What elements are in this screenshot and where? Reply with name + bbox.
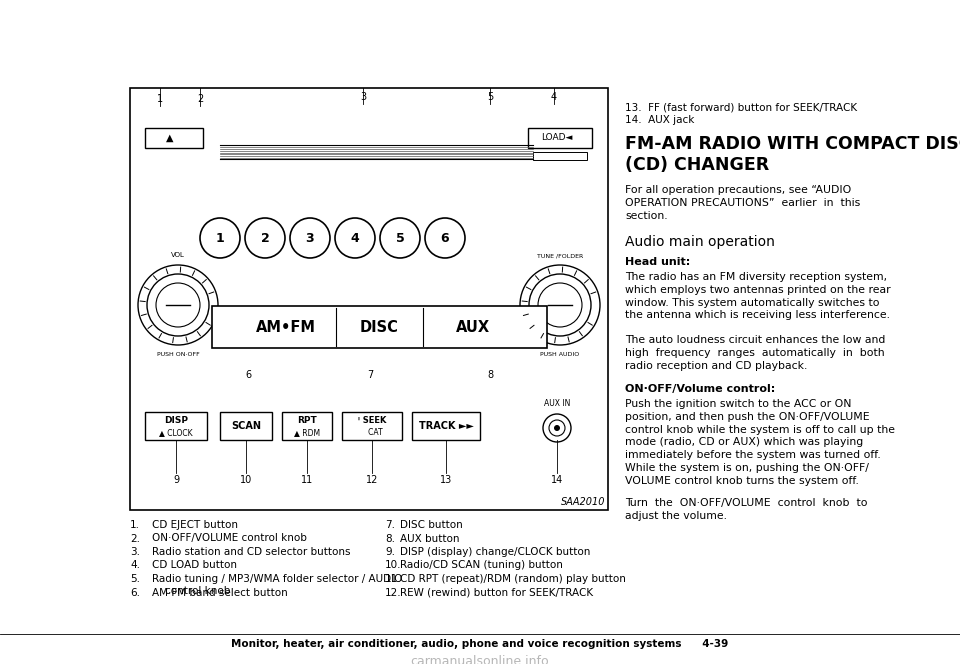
Text: ▲ RDM: ▲ RDM <box>294 428 320 437</box>
Bar <box>212 306 547 348</box>
Circle shape <box>380 218 420 258</box>
Text: 10.: 10. <box>385 560 401 570</box>
Circle shape <box>335 218 375 258</box>
Text: 4.: 4. <box>130 560 140 570</box>
Bar <box>130 88 608 510</box>
Text: 6: 6 <box>441 232 449 244</box>
Text: For all operation precautions, see “AUDIO
OPERATION PRECAUTIONS”  earlier  in  t: For all operation precautions, see “AUDI… <box>625 185 860 220</box>
Text: PUSH ON·OFF: PUSH ON·OFF <box>156 352 200 357</box>
Text: 3.: 3. <box>130 547 140 557</box>
Text: carmanualsonline.info: carmanualsonline.info <box>411 655 549 664</box>
Text: 2.: 2. <box>130 533 140 544</box>
Text: DISP (display) change/CLOCK button: DISP (display) change/CLOCK button <box>400 547 590 557</box>
Text: AUX IN: AUX IN <box>543 399 570 408</box>
Text: ON·OFF/VOLUME control knob: ON·OFF/VOLUME control knob <box>152 533 307 544</box>
Circle shape <box>554 425 560 431</box>
Text: The radio has an FM diversity reception system,
which employs two antennas print: The radio has an FM diversity reception … <box>625 272 891 321</box>
Text: ᑊ SEEK: ᑊ SEEK <box>358 416 386 425</box>
Text: 2: 2 <box>197 94 204 104</box>
Text: 4: 4 <box>350 232 359 244</box>
Text: AUX: AUX <box>456 319 491 335</box>
Text: REW (rewind) button for SEEK/TRACK: REW (rewind) button for SEEK/TRACK <box>400 588 593 598</box>
Text: AM•FM: AM•FM <box>255 319 316 335</box>
Text: 13: 13 <box>440 475 452 485</box>
Text: 7: 7 <box>367 370 373 380</box>
Text: RPT: RPT <box>298 416 317 425</box>
Bar <box>533 152 587 160</box>
Text: 3: 3 <box>305 232 314 244</box>
Text: 5: 5 <box>487 92 493 102</box>
Bar <box>412 412 480 440</box>
Circle shape <box>425 218 465 258</box>
Circle shape <box>200 218 240 258</box>
Text: AM·FM band select button: AM·FM band select button <box>152 588 288 598</box>
Text: CD LOAD button: CD LOAD button <box>152 560 237 570</box>
Text: ON·OFF/Volume control:: ON·OFF/Volume control: <box>625 384 776 394</box>
Text: 13.  FF (fast forward) button for SEEK/TRACK: 13. FF (fast forward) button for SEEK/TR… <box>625 102 857 112</box>
Bar <box>282 412 332 440</box>
Text: Audio main operation: Audio main operation <box>625 235 775 249</box>
Circle shape <box>138 265 218 345</box>
Text: Radio/CD SCAN (tuning) button: Radio/CD SCAN (tuning) button <box>400 560 563 570</box>
Text: The auto loudness circuit enhances the low and
high  frequency  ranges  automati: The auto loudness circuit enhances the l… <box>625 335 885 371</box>
Text: 1.: 1. <box>130 520 140 530</box>
Text: 4: 4 <box>551 92 557 102</box>
Text: 11.: 11. <box>385 574 401 584</box>
Text: ▲: ▲ <box>166 133 174 143</box>
Text: TUNE /FOLDER: TUNE /FOLDER <box>537 253 583 258</box>
Text: Radio station and CD selector buttons: Radio station and CD selector buttons <box>152 547 350 557</box>
Text: CAT: CAT <box>361 428 383 437</box>
Bar <box>528 128 592 148</box>
Text: 14.  AUX jack: 14. AUX jack <box>625 115 694 125</box>
Bar <box>145 412 207 440</box>
Text: 8.: 8. <box>385 533 395 544</box>
Text: DISC button: DISC button <box>400 520 463 530</box>
Text: CD RPT (repeat)/RDM (random) play button: CD RPT (repeat)/RDM (random) play button <box>400 574 626 584</box>
Text: 1: 1 <box>156 94 163 104</box>
Text: 11: 11 <box>300 475 313 485</box>
Text: 14: 14 <box>551 475 564 485</box>
Bar <box>342 412 402 440</box>
Text: SAA2010: SAA2010 <box>561 497 605 507</box>
Text: 6.: 6. <box>130 588 140 598</box>
Bar <box>145 128 203 148</box>
Text: DISC: DISC <box>360 319 399 335</box>
Circle shape <box>520 265 600 345</box>
Text: 10: 10 <box>240 475 252 485</box>
Text: 2: 2 <box>260 232 270 244</box>
Text: Radio tuning / MP3/WMA folder selector / AUDIO
    control knob: Radio tuning / MP3/WMA folder selector /… <box>152 574 402 596</box>
Text: FM-AM RADIO WITH COMPACT DISC
(CD) CHANGER: FM-AM RADIO WITH COMPACT DISC (CD) CHANG… <box>625 135 960 175</box>
Text: 8: 8 <box>487 370 493 380</box>
Text: PUSH AUDIO: PUSH AUDIO <box>540 352 580 357</box>
Text: Monitor, heater, air conditioner, audio, phone and voice recognition systems  4-: Monitor, heater, air conditioner, audio,… <box>231 639 729 649</box>
Text: 12: 12 <box>366 475 378 485</box>
Text: 1: 1 <box>216 232 225 244</box>
Text: 12.: 12. <box>385 588 401 598</box>
Text: 5.: 5. <box>130 574 140 584</box>
Text: ▲ CLOCK: ▲ CLOCK <box>159 428 193 437</box>
Text: Turn  the  ON·OFF/VOLUME  control  knob  to
adjust the volume.: Turn the ON·OFF/VOLUME control knob to a… <box>625 498 868 521</box>
Circle shape <box>549 420 565 436</box>
Text: Head unit:: Head unit: <box>625 257 690 267</box>
Text: 9.: 9. <box>385 547 395 557</box>
Bar <box>220 412 272 440</box>
Text: VOL: VOL <box>171 252 185 258</box>
Text: AUX button: AUX button <box>400 533 460 544</box>
Circle shape <box>245 218 285 258</box>
Text: SCAN: SCAN <box>231 421 261 431</box>
Circle shape <box>543 414 571 442</box>
Text: TRACK ►►: TRACK ►► <box>419 421 473 431</box>
Text: Push the ignition switch to the ACC or ON
position, and then push the ON·OFF/VOL: Push the ignition switch to the ACC or O… <box>625 399 895 486</box>
Circle shape <box>290 218 330 258</box>
Text: LOAD◄: LOAD◄ <box>541 133 573 143</box>
Text: 7.: 7. <box>385 520 395 530</box>
Text: 3: 3 <box>360 92 366 102</box>
Text: 5: 5 <box>396 232 404 244</box>
Text: 9: 9 <box>173 475 180 485</box>
Text: DISP: DISP <box>164 416 188 425</box>
Text: 6: 6 <box>245 370 252 380</box>
Text: CD EJECT button: CD EJECT button <box>152 520 238 530</box>
